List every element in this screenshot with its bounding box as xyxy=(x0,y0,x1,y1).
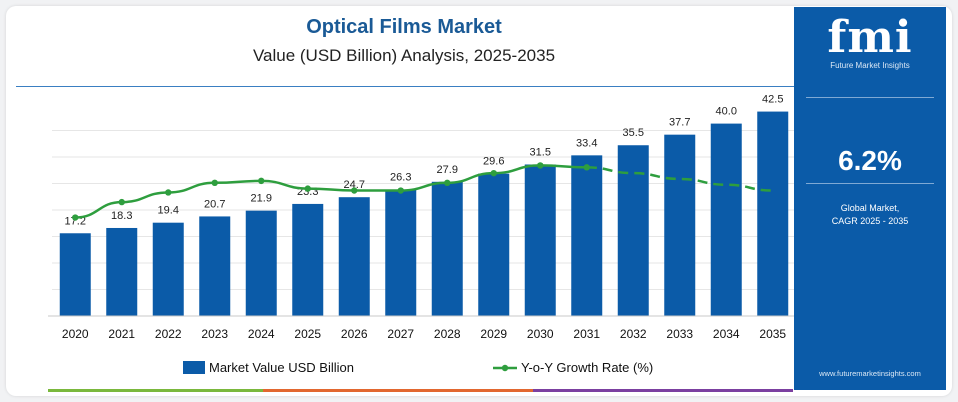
logo-letters: fmi xyxy=(827,12,913,63)
fmi-logo: fmi Future Market Insights xyxy=(794,12,946,71)
bar xyxy=(664,134,696,316)
x-tick-label: 2031 xyxy=(573,327,600,341)
bar-value-label: 35.5 xyxy=(623,127,644,139)
bar-value-label: 29.6 xyxy=(483,156,504,168)
x-tick-label: 2020 xyxy=(62,327,89,341)
bar-value-label: 24.7 xyxy=(344,179,365,191)
growth-point xyxy=(258,177,265,185)
x-tick-label: 2027 xyxy=(387,327,414,341)
bar-value-label: 19.4 xyxy=(158,205,179,217)
bar xyxy=(710,123,742,316)
bar-value-label: 27.9 xyxy=(437,164,458,176)
x-tick-label: 2021 xyxy=(108,327,135,341)
bar-value-label: 20.7 xyxy=(204,198,225,210)
bar xyxy=(478,173,510,316)
growth-point xyxy=(304,185,311,192)
growth-point xyxy=(211,179,218,186)
bar xyxy=(617,145,649,316)
bar-value-label: 37.7 xyxy=(669,117,690,129)
bar xyxy=(106,227,138,316)
growth-point xyxy=(490,169,497,177)
bar xyxy=(431,181,463,316)
bar-value-label: 42.5 xyxy=(762,94,783,106)
x-tick-label: 2023 xyxy=(201,327,228,341)
chart-subtitle: Value (USD Billion) Analysis, 2025-2035 xyxy=(252,46,556,65)
sidebar-divider-top xyxy=(806,97,934,98)
bar xyxy=(245,210,277,316)
footer-bar-green xyxy=(48,389,263,392)
bar-value-label: 21.9 xyxy=(251,193,272,205)
x-tick-label: 2022 xyxy=(155,327,182,341)
footer-bar-purple xyxy=(533,389,793,392)
growth-point xyxy=(397,187,404,194)
x-tick-label: 2024 xyxy=(248,327,275,341)
x-tick-label: 2028 xyxy=(434,327,461,341)
cagr-label-line1: Global Market, xyxy=(840,203,900,213)
bar xyxy=(385,189,417,316)
legend-line-marker xyxy=(501,364,509,372)
bar xyxy=(152,222,184,316)
bar xyxy=(59,233,91,316)
title-divider xyxy=(16,86,801,87)
growth-point xyxy=(165,189,172,196)
bar xyxy=(524,164,556,316)
cagr-value: 6.2% xyxy=(838,145,902,176)
growth-point xyxy=(537,162,544,169)
website-link[interactable]: www.futuremarketinsights.com xyxy=(819,369,921,378)
x-tick-label: 2026 xyxy=(341,327,368,341)
growth-point xyxy=(118,198,125,206)
chart-title: Optical Films Market xyxy=(306,16,502,38)
market-chart: 17.2202018.3202119.4202220.7202321.92024… xyxy=(48,94,796,375)
bar-value-label: 31.5 xyxy=(530,146,551,158)
logo-tagline: Future Market Insights xyxy=(830,61,910,70)
bar xyxy=(338,197,370,316)
bar-value-label: 40.0 xyxy=(716,106,737,118)
bar xyxy=(199,216,231,316)
growth-point xyxy=(583,164,590,171)
growth-line-solid xyxy=(75,164,587,219)
bar xyxy=(757,111,789,316)
cagr-label-line2: CAGR 2025 - 2035 xyxy=(831,216,909,226)
growth-point xyxy=(444,179,451,186)
cagr-label: Global Market, CAGR 2025 - 2035 xyxy=(794,202,946,228)
bar-value-label: 26.3 xyxy=(390,171,411,183)
x-tick-label: 2035 xyxy=(759,327,786,341)
x-tick-label: 2032 xyxy=(620,327,647,341)
x-tick-label: 2029 xyxy=(480,327,507,341)
legend-bar-swatch xyxy=(183,361,205,374)
bar xyxy=(292,203,324,316)
growth-point xyxy=(72,214,79,221)
x-tick-label: 2030 xyxy=(527,327,554,341)
legend-bar-label: Market Value USD Billion xyxy=(209,360,354,375)
bar-value-label: 18.3 xyxy=(111,210,132,222)
footer-bar-orange xyxy=(263,389,533,392)
sidebar-divider-middle xyxy=(806,183,934,184)
x-tick-label: 2025 xyxy=(294,327,321,341)
fmi-sidebar: fmi Future Market Insights 6.2% Global M… xyxy=(794,7,946,390)
x-tick-label: 2033 xyxy=(666,327,693,341)
bar xyxy=(571,155,603,316)
bar-value-label: 33.4 xyxy=(576,137,597,149)
x-tick-label: 2034 xyxy=(713,327,740,341)
legend-line-label: Y-o-Y Growth Rate (%) xyxy=(521,360,653,375)
growth-point xyxy=(351,187,358,194)
